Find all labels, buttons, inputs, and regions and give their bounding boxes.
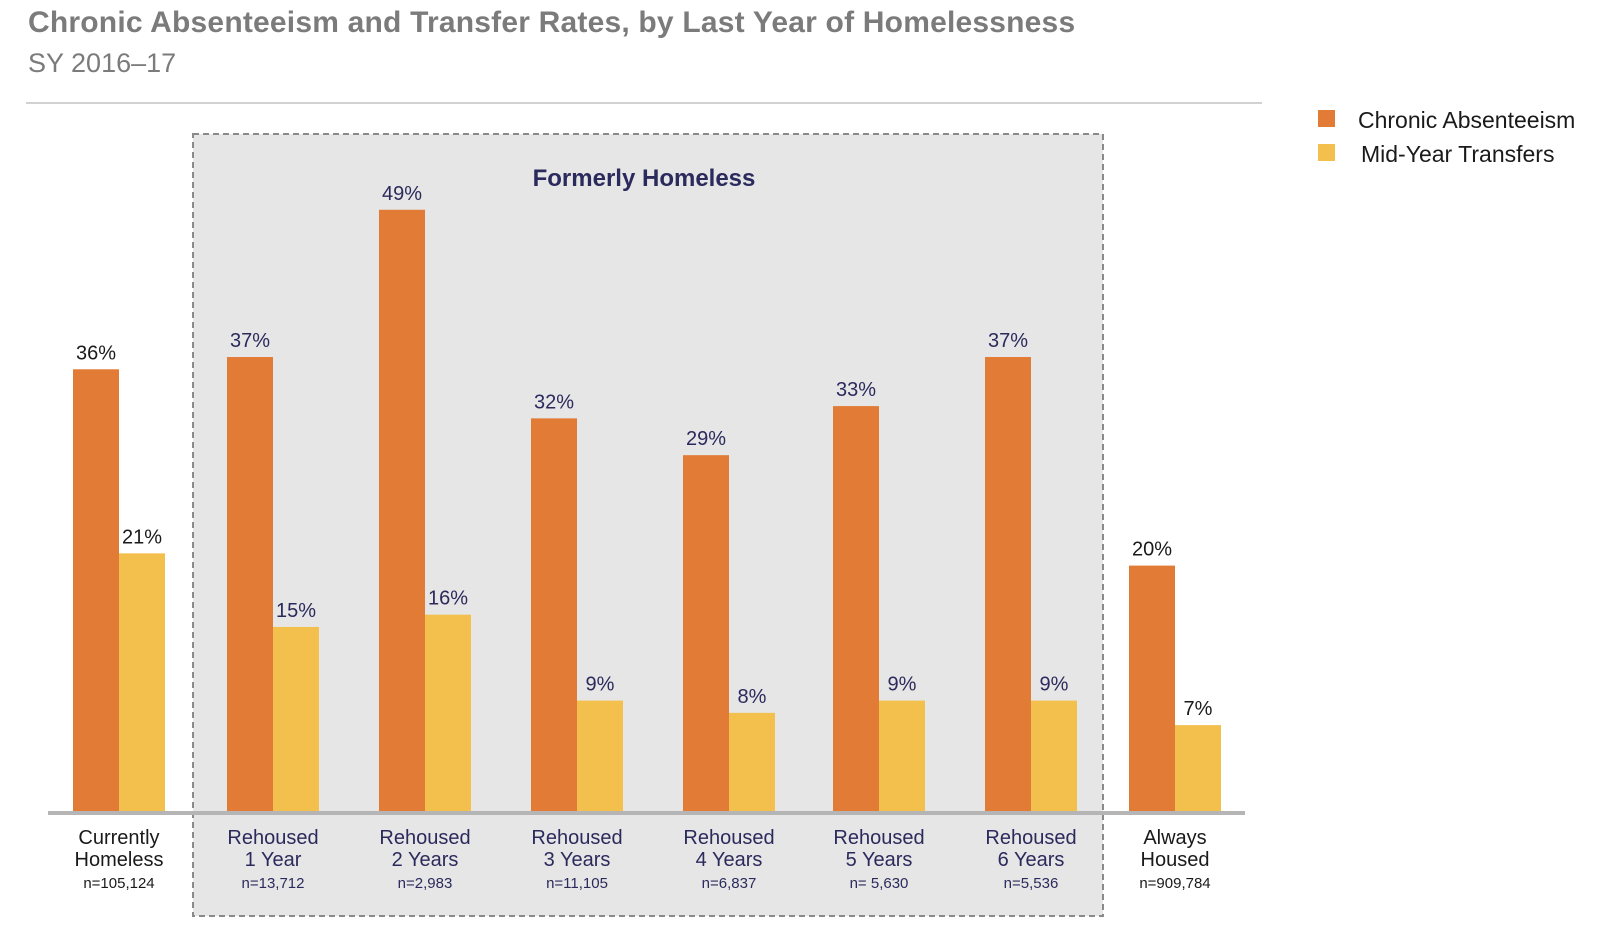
legend-label-transfers: Mid-Year Transfers bbox=[1361, 141, 1554, 167]
bar-chronic-6 bbox=[985, 357, 1031, 811]
data-label-chronic-0: 36% bbox=[76, 342, 116, 364]
data-label-transfers-3: 9% bbox=[586, 674, 615, 696]
bar-chronic-1 bbox=[227, 357, 273, 811]
data-label-transfers-0: 21% bbox=[122, 526, 162, 548]
category-label-line2-2: 2 Years bbox=[392, 849, 459, 871]
category-label-line2-1: 1 Year bbox=[245, 849, 302, 871]
formerly-homeless-label: Formerly Homeless bbox=[533, 165, 756, 192]
category-label-line1-1: Rehoused bbox=[227, 827, 318, 849]
chart-title: Chronic Absenteeism and Transfer Rates, … bbox=[28, 6, 1076, 39]
data-label-chronic-3: 32% bbox=[534, 391, 574, 413]
data-label-chronic-5: 33% bbox=[836, 379, 876, 401]
category-n-6: n=5,536 bbox=[1004, 875, 1059, 892]
category-label-line2-7: Housed bbox=[1141, 849, 1210, 871]
data-label-chronic-6: 37% bbox=[988, 330, 1028, 352]
category-label-line2-3: 3 Years bbox=[544, 849, 611, 871]
data-label-chronic-7: 20% bbox=[1132, 539, 1172, 561]
bar-chronic-0 bbox=[73, 369, 119, 811]
data-label-transfers-6: 9% bbox=[1040, 674, 1069, 696]
data-label-transfers-4: 8% bbox=[738, 686, 767, 708]
category-n-5: n= 5,630 bbox=[850, 875, 909, 892]
legend-swatch-chronic bbox=[1318, 110, 1335, 127]
category-n-2: n=2,983 bbox=[398, 875, 453, 892]
category-label-line1-0: Currently bbox=[78, 827, 159, 849]
category-n-7: n=909,784 bbox=[1139, 875, 1210, 892]
bar-transfers-5 bbox=[879, 700, 925, 811]
category-label-line2-5: 5 Years bbox=[846, 849, 913, 871]
bar-transfers-7 bbox=[1175, 725, 1221, 811]
bar-transfers-0 bbox=[119, 553, 165, 811]
data-label-transfers-1: 15% bbox=[276, 600, 316, 622]
bar-chronic-3 bbox=[531, 418, 577, 811]
data-label-chronic-4: 29% bbox=[686, 428, 726, 450]
chart-subtitle: SY 2016–17 bbox=[28, 48, 177, 78]
legend-label-chronic: Chronic Absenteeism bbox=[1358, 107, 1575, 133]
data-label-transfers-2: 16% bbox=[428, 588, 468, 610]
formerly-homeless-group-box bbox=[192, 133, 1104, 917]
category-n-4: n=6,837 bbox=[702, 875, 757, 892]
bar-transfers-4 bbox=[729, 712, 775, 811]
data-label-transfers-7: 7% bbox=[1184, 698, 1213, 720]
data-label-transfers-5: 9% bbox=[888, 674, 917, 696]
category-label-line1-7: Always bbox=[1143, 827, 1206, 849]
bar-chronic-7 bbox=[1129, 565, 1175, 811]
category-label-line2-4: 4 Years bbox=[696, 849, 763, 871]
category-label-line1-6: Rehoused bbox=[985, 827, 1076, 849]
legend-swatch-transfers bbox=[1318, 144, 1335, 161]
legend: Chronic Absenteeism Mid-Year Transfers bbox=[1318, 107, 1575, 167]
data-label-chronic-2: 49% bbox=[382, 183, 422, 205]
category-label-line1-3: Rehoused bbox=[531, 827, 622, 849]
data-label-chronic-1: 37% bbox=[230, 330, 270, 352]
category-label-line1-2: Rehoused bbox=[379, 827, 470, 849]
bar-chronic-5 bbox=[833, 406, 879, 811]
category-label-line2-0: Homeless bbox=[75, 849, 164, 871]
category-label-line1-5: Rehoused bbox=[833, 827, 924, 849]
bar-chronic-4 bbox=[683, 455, 729, 811]
category-label-line1-4: Rehoused bbox=[683, 827, 774, 849]
bar-transfers-1 bbox=[273, 626, 319, 811]
bars-layer bbox=[73, 209, 1221, 811]
bar-transfers-2 bbox=[425, 614, 471, 811]
bar-transfers-6 bbox=[1031, 700, 1077, 811]
bar-chronic-2 bbox=[379, 209, 425, 811]
category-n-3: n=11,105 bbox=[546, 875, 608, 892]
category-n-1: n=13,712 bbox=[242, 875, 305, 892]
category-n-0: n=105,124 bbox=[83, 875, 154, 892]
bar-transfers-3 bbox=[577, 700, 623, 811]
category-label-line2-6: 6 Years bbox=[998, 849, 1065, 871]
